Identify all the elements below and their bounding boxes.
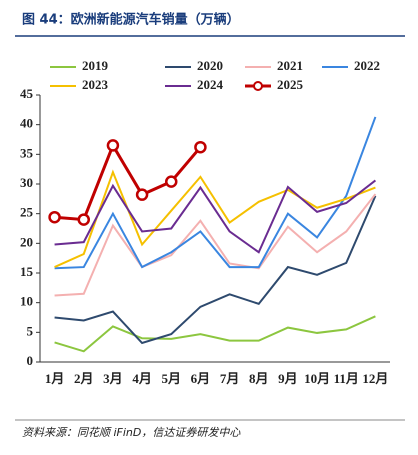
point bbox=[106, 139, 120, 152]
y-tick-label: 10 bbox=[20, 294, 33, 309]
y-tick-label: 15 bbox=[20, 264, 34, 279]
legend-label: 2019 bbox=[82, 58, 109, 73]
x-tick-label: 1月 bbox=[45, 371, 65, 386]
x-tick-label: 10月 bbox=[304, 371, 330, 386]
y-tick-label: 25 bbox=[20, 205, 34, 220]
point bbox=[194, 140, 207, 154]
x-tick-label: 12月 bbox=[362, 371, 388, 386]
point bbox=[165, 175, 178, 188]
point bbox=[135, 188, 149, 201]
legend-label: 2023 bbox=[82, 77, 109, 92]
legend-label: 2020 bbox=[197, 58, 223, 73]
y-tick-label: 30 bbox=[20, 175, 33, 190]
legend-label: 2021 bbox=[277, 58, 303, 73]
series-line bbox=[54, 193, 377, 297]
legend-label: 2024 bbox=[197, 77, 224, 92]
x-tick-label: 9月 bbox=[278, 371, 298, 386]
x-tick-label: 7月 bbox=[220, 371, 240, 386]
x-tick-label: 5月 bbox=[161, 371, 181, 386]
series-line bbox=[54, 315, 376, 353]
point bbox=[48, 210, 61, 224]
y-tick-label: 20 bbox=[20, 234, 33, 249]
y-tick-label: 5 bbox=[27, 323, 34, 338]
y-tick-label: 0 bbox=[27, 353, 34, 368]
series-line bbox=[54, 179, 377, 254]
legend-label: 2022 bbox=[354, 58, 380, 73]
y-tick-label: 45 bbox=[20, 86, 34, 101]
series-line bbox=[54, 195, 377, 345]
x-tick-label: 2月 bbox=[74, 371, 94, 386]
y-tick-label: 35 bbox=[20, 145, 34, 160]
point bbox=[77, 213, 90, 226]
chart-title: 图 44：欧洲新能源汽车销量（万辆） bbox=[22, 12, 240, 28]
x-tick-label: 6月 bbox=[191, 371, 211, 386]
series-line bbox=[54, 169, 376, 268]
x-tick-label: 3月 bbox=[103, 371, 123, 386]
source: 资料来源：同花顺 iFinD，信达证券研发中心 bbox=[22, 426, 241, 439]
series-line bbox=[54, 116, 377, 270]
legend-label: 2025 bbox=[277, 77, 304, 92]
y-tick-label: 40 bbox=[20, 116, 33, 131]
x-tick-label: 4月 bbox=[132, 371, 152, 386]
x-tick-label: 11月 bbox=[334, 371, 359, 386]
x-tick-label: 8月 bbox=[249, 371, 269, 386]
legend-marker bbox=[253, 81, 263, 91]
